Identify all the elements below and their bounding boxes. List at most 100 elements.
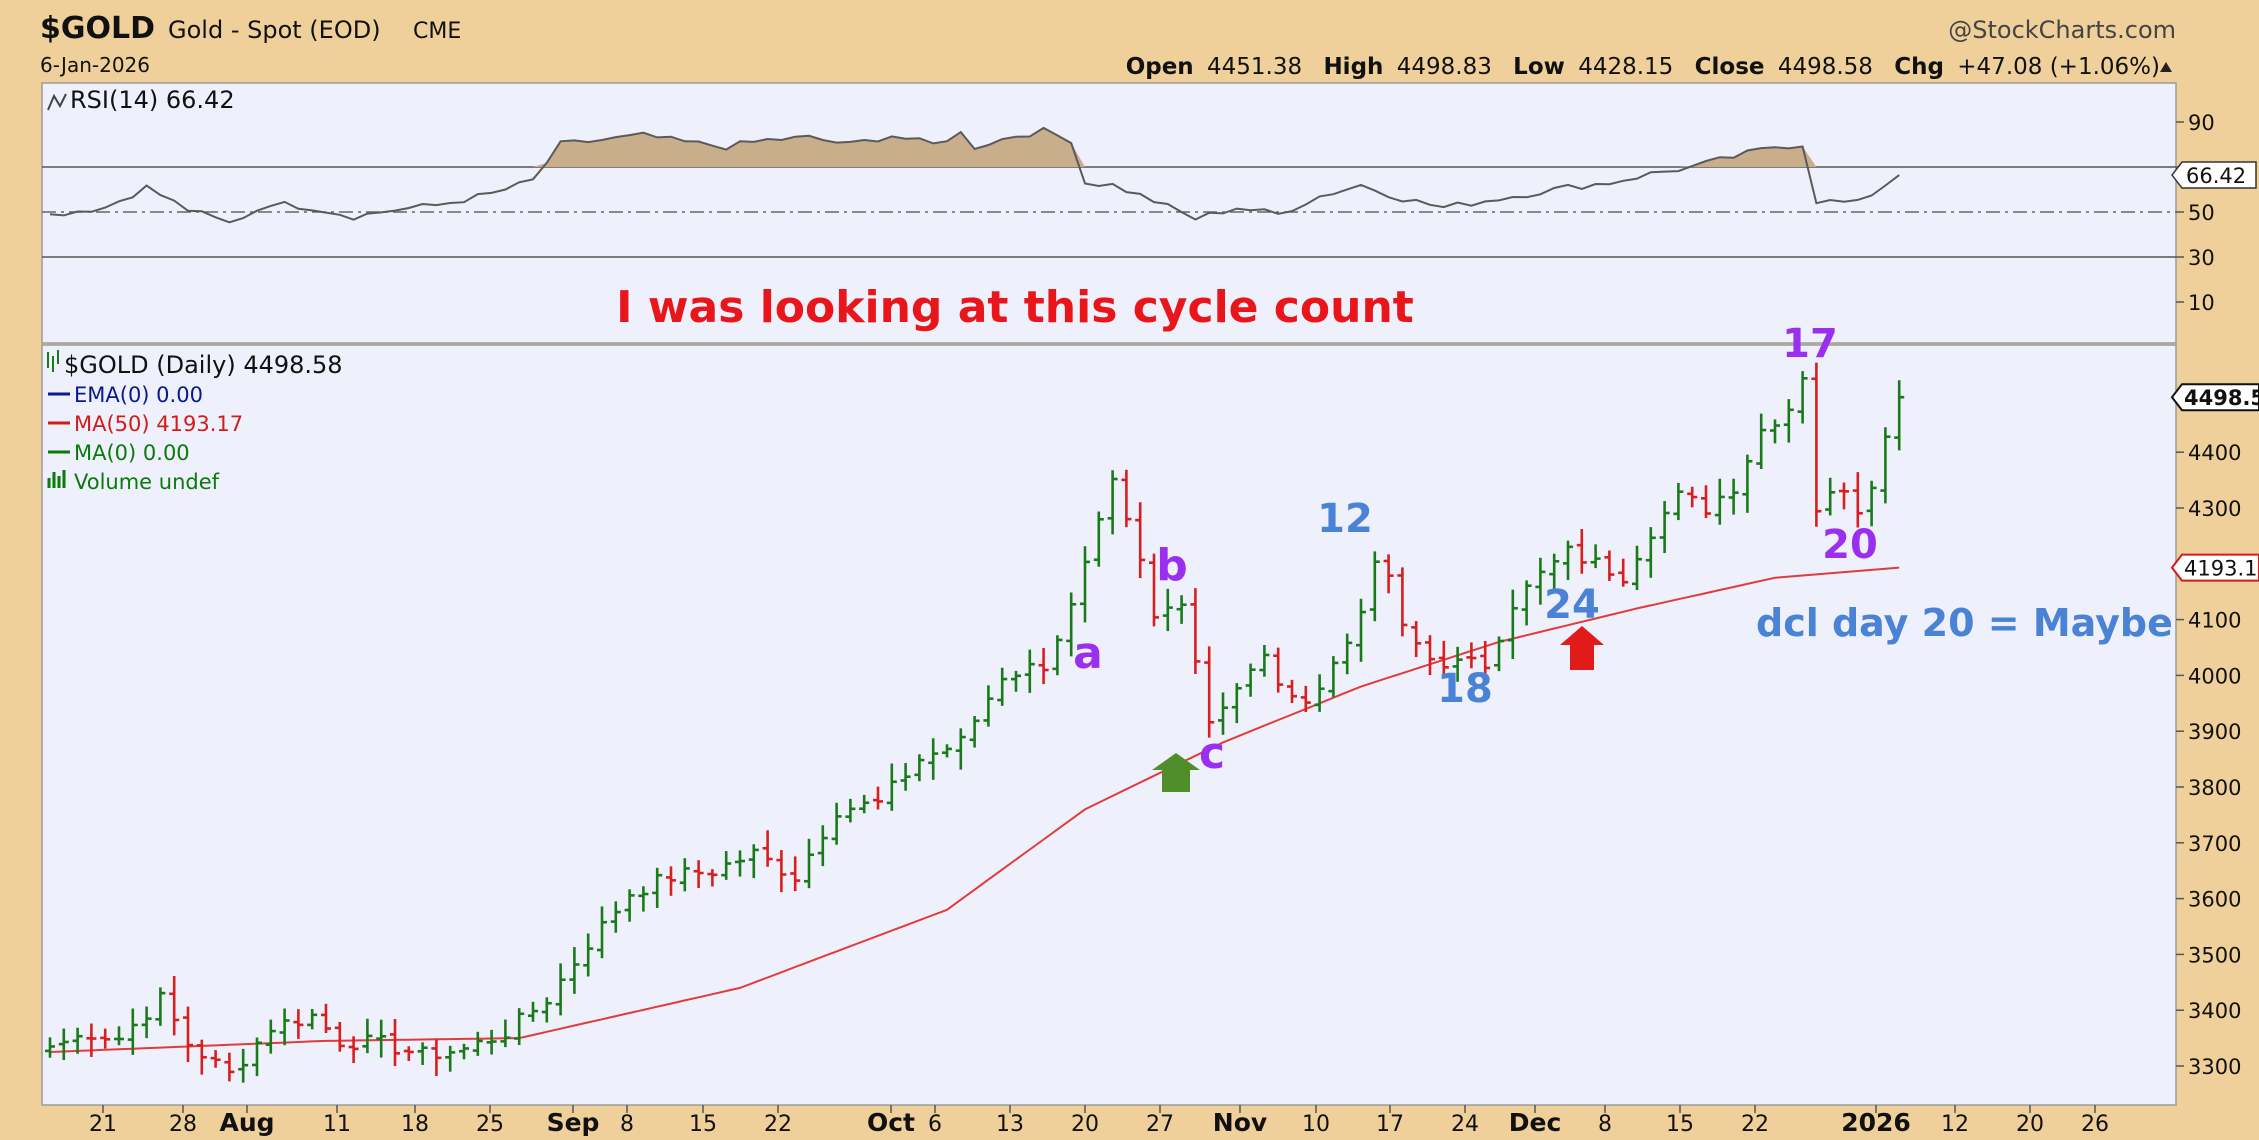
close-value: 4498.58 xyxy=(1778,54,1873,80)
price-bar xyxy=(293,1009,304,1039)
price-bar xyxy=(652,867,663,908)
price-bar xyxy=(334,1021,345,1052)
price-bar xyxy=(238,1048,249,1083)
x-tick-label: 21 xyxy=(89,1112,117,1137)
cycle-20-label: 20 xyxy=(1822,522,1878,568)
x-tick-label: 22 xyxy=(1741,1112,1769,1137)
symbol: $GOLD xyxy=(40,11,155,46)
price-tick-label: 3400 xyxy=(2188,999,2241,1023)
price-bar xyxy=(1659,501,1670,554)
price-bar xyxy=(459,1043,469,1060)
price-bar xyxy=(1383,554,1394,594)
price-bar xyxy=(1425,635,1435,676)
low-value: 4428.15 xyxy=(1578,54,1673,80)
price-bar xyxy=(1080,546,1090,623)
x-tick-label: 8 xyxy=(1598,1112,1612,1137)
price-bar xyxy=(390,1019,400,1067)
price-bar xyxy=(1742,454,1753,513)
price-bar xyxy=(1231,683,1242,724)
x-tick-label: 18 xyxy=(401,1112,429,1137)
x-tick-label: 17 xyxy=(1376,1112,1404,1137)
cycle-24-label: 24 xyxy=(1544,582,1600,628)
legend-volume: Volume undef xyxy=(74,470,220,494)
x-tick-label: Oct xyxy=(867,1108,915,1137)
price-value-tag-text: 4498.58 xyxy=(2184,386,2259,410)
price-bar xyxy=(307,1009,318,1030)
price-bar xyxy=(1770,419,1780,444)
x-tick-label: 27 xyxy=(1146,1112,1174,1137)
price-bar xyxy=(376,1019,387,1058)
x-tick-label: 12 xyxy=(1941,1112,1969,1137)
price-bar xyxy=(679,858,690,892)
price-bar xyxy=(1314,674,1325,712)
price-bar xyxy=(1162,588,1173,632)
ma-value-tag-text: 4193.17 xyxy=(2184,557,2259,581)
price-bar xyxy=(1728,478,1739,515)
price-bar xyxy=(1176,595,1187,624)
price-bar xyxy=(127,1008,138,1055)
x-tick-label: Dec xyxy=(1509,1108,1562,1137)
price-bar xyxy=(1645,527,1656,578)
price-layer: 3300 3400 3500 3600 3700 3800 3900 4000 4100 4300… xyxy=(45,362,2259,1083)
x-tick-label: 11 xyxy=(323,1112,351,1137)
cycle-18-label: 18 xyxy=(1437,666,1493,712)
x-tick-label: 6 xyxy=(928,1112,942,1137)
rsi-layer: 90 50 30 10 66.42 xyxy=(42,111,2257,315)
price-bar xyxy=(748,844,759,879)
chart-date: 6-Jan-2026 xyxy=(40,53,150,77)
chg-value: +47.08 (+1.06%) xyxy=(1957,54,2160,80)
price-bar xyxy=(583,933,594,977)
price-bar xyxy=(928,738,939,780)
price-bar xyxy=(1604,550,1615,581)
price-bar xyxy=(1259,645,1270,677)
price-bar xyxy=(610,901,621,933)
price-bar xyxy=(1218,692,1228,735)
price-bar xyxy=(1507,589,1518,659)
price-bar xyxy=(1783,399,1794,443)
price-bar xyxy=(638,886,649,912)
ohlc-line: Open 4451.38 High 4498.83 Low 4428.15 Cl… xyxy=(1126,54,2160,80)
price-bar xyxy=(569,947,580,994)
price-bar xyxy=(1452,646,1463,682)
price-bar xyxy=(417,1042,428,1065)
price-tick-label: 3300 xyxy=(2188,1055,2241,1079)
open-value: 4451.38 xyxy=(1207,54,1302,80)
price-tick-label: 3500 xyxy=(2188,943,2241,967)
price-bar xyxy=(1714,478,1725,525)
price-bar xyxy=(1273,647,1284,693)
price-bar xyxy=(1590,544,1601,569)
low-label: Low xyxy=(1513,54,1565,80)
price-bar xyxy=(1438,640,1449,677)
x-tick-label: 22 xyxy=(764,1112,792,1137)
price-tick-label: 3600 xyxy=(2188,888,2241,912)
ma50-line xyxy=(49,566,1900,1053)
description: Gold - Spot (EOD) xyxy=(168,16,381,44)
price-bar xyxy=(265,1019,276,1054)
price-bar xyxy=(500,1019,511,1048)
price-bar xyxy=(541,997,552,1023)
price-legend: $GOLD (Daily) 4498.58 EMA(0) 0.00 MA(50)… xyxy=(47,350,343,494)
price-bar xyxy=(804,838,814,889)
rsi-value-tag xyxy=(2171,161,2257,189)
x-tick-label: 28 xyxy=(169,1112,197,1137)
price-bar xyxy=(58,1028,69,1061)
ma-value-tag xyxy=(2170,553,2259,582)
legend-ma0: MA(0) 0.00 xyxy=(74,441,190,465)
rsi-value-tag-text: 66.42 xyxy=(2186,164,2246,188)
rsi-label: RSI(14) 66.42 xyxy=(70,86,235,114)
high-value: 4498.83 xyxy=(1397,54,1492,80)
x-tick-label: 10 xyxy=(1302,1112,1330,1137)
x-tick-label: 2026 xyxy=(1841,1108,1911,1137)
price-bar xyxy=(141,1006,152,1039)
price-bar xyxy=(1480,640,1491,683)
price-bar xyxy=(1687,486,1698,508)
price-bar xyxy=(72,1027,83,1054)
price-bar xyxy=(1328,656,1339,697)
chg-label: Chg xyxy=(1894,54,1944,80)
x-tick-label: 25 xyxy=(476,1112,504,1137)
price-bar xyxy=(224,1052,235,1082)
price-bar xyxy=(1549,553,1560,591)
legend-ma50: MA(50) 4193.17 xyxy=(74,412,243,436)
wave-a-label: a xyxy=(1073,628,1103,679)
price-bar xyxy=(1521,580,1532,626)
